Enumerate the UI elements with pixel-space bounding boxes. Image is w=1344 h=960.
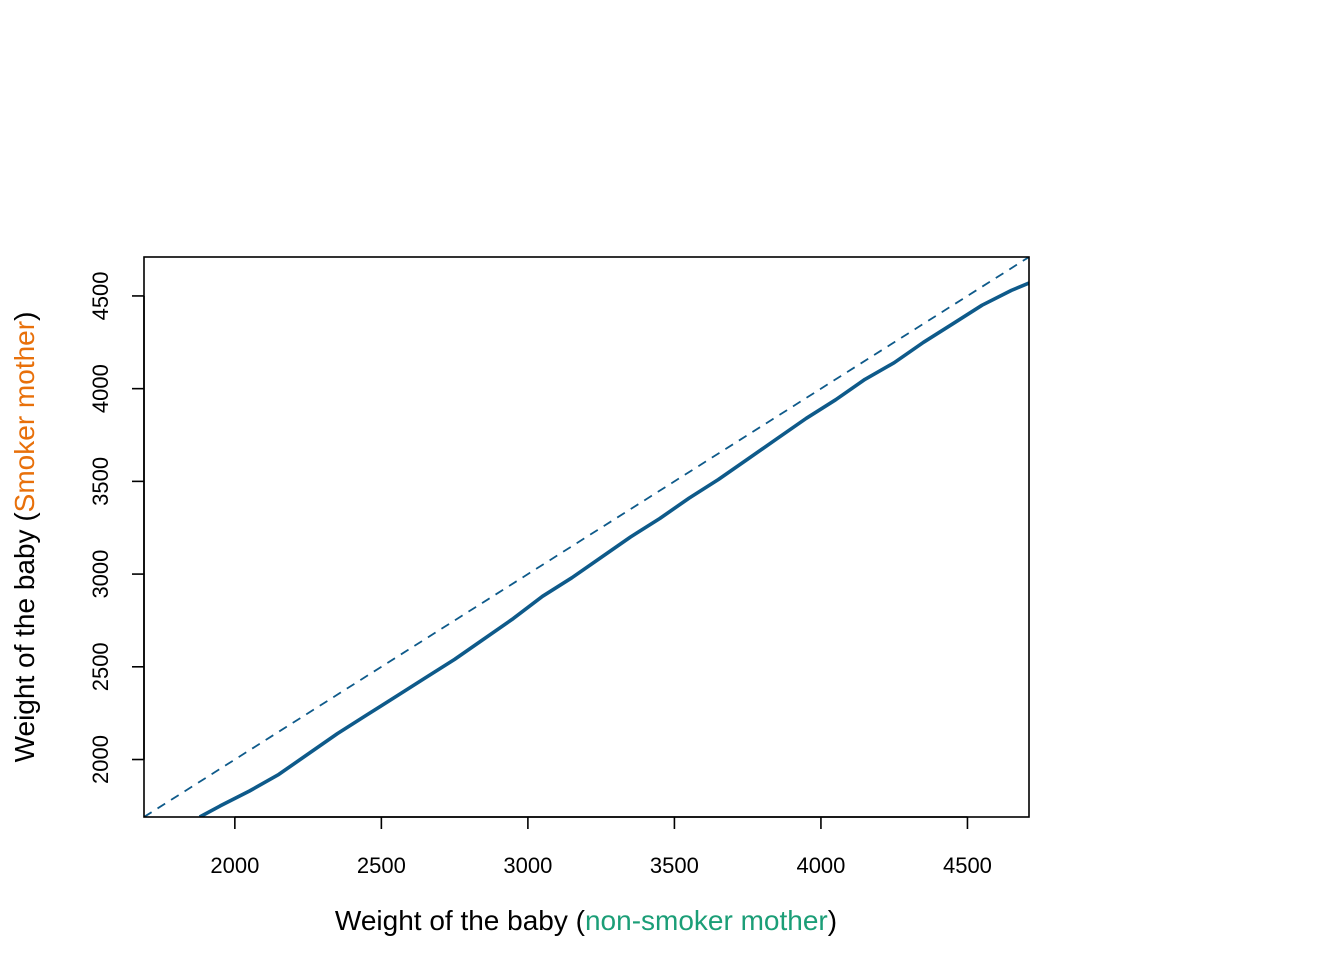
x-axis-label-suffix: )	[828, 905, 837, 936]
series-layer	[144, 257, 1029, 817]
y-tick-label: 3500	[88, 457, 113, 506]
x-tick-label: 4500	[943, 853, 992, 878]
y-tick-label: 2500	[88, 642, 113, 691]
x-tick-label: 2000	[210, 853, 259, 878]
qq-series-line	[198, 281, 1029, 817]
y-axis-label-highlight: Smoker mother	[9, 321, 40, 512]
x-tick-label: 3000	[503, 853, 552, 878]
y-tick-label: 2000	[88, 735, 113, 784]
x-axis-label-highlight: non-smoker mother	[585, 905, 828, 936]
reference-line-dashed	[144, 257, 1029, 817]
y-axis: 2000 2500 3000 3500 4000 4500	[88, 271, 145, 784]
x-axis-label-prefix: Weight of the baby (	[335, 905, 586, 936]
plot-frame	[143, 256, 1030, 818]
x-tick-label: 2500	[357, 853, 406, 878]
x-axis-label: Weight of the baby (non-smoker mother)	[335, 905, 837, 936]
y-axis-label: Weight of the baby (Smoker mother)	[9, 312, 40, 763]
y-tick-label: 4500	[88, 271, 113, 320]
x-tick-label: 4000	[796, 853, 845, 878]
x-tick-label: 3500	[650, 853, 699, 878]
y-tick-label: 4000	[88, 364, 113, 413]
y-axis-label-prefix: Weight of the baby (	[9, 512, 40, 763]
y-axis-label-suffix: )	[9, 312, 40, 321]
y-tick-label: 3000	[88, 550, 113, 599]
x-axis: 2000 2500 3000 3500 4000 4500	[210, 816, 992, 878]
